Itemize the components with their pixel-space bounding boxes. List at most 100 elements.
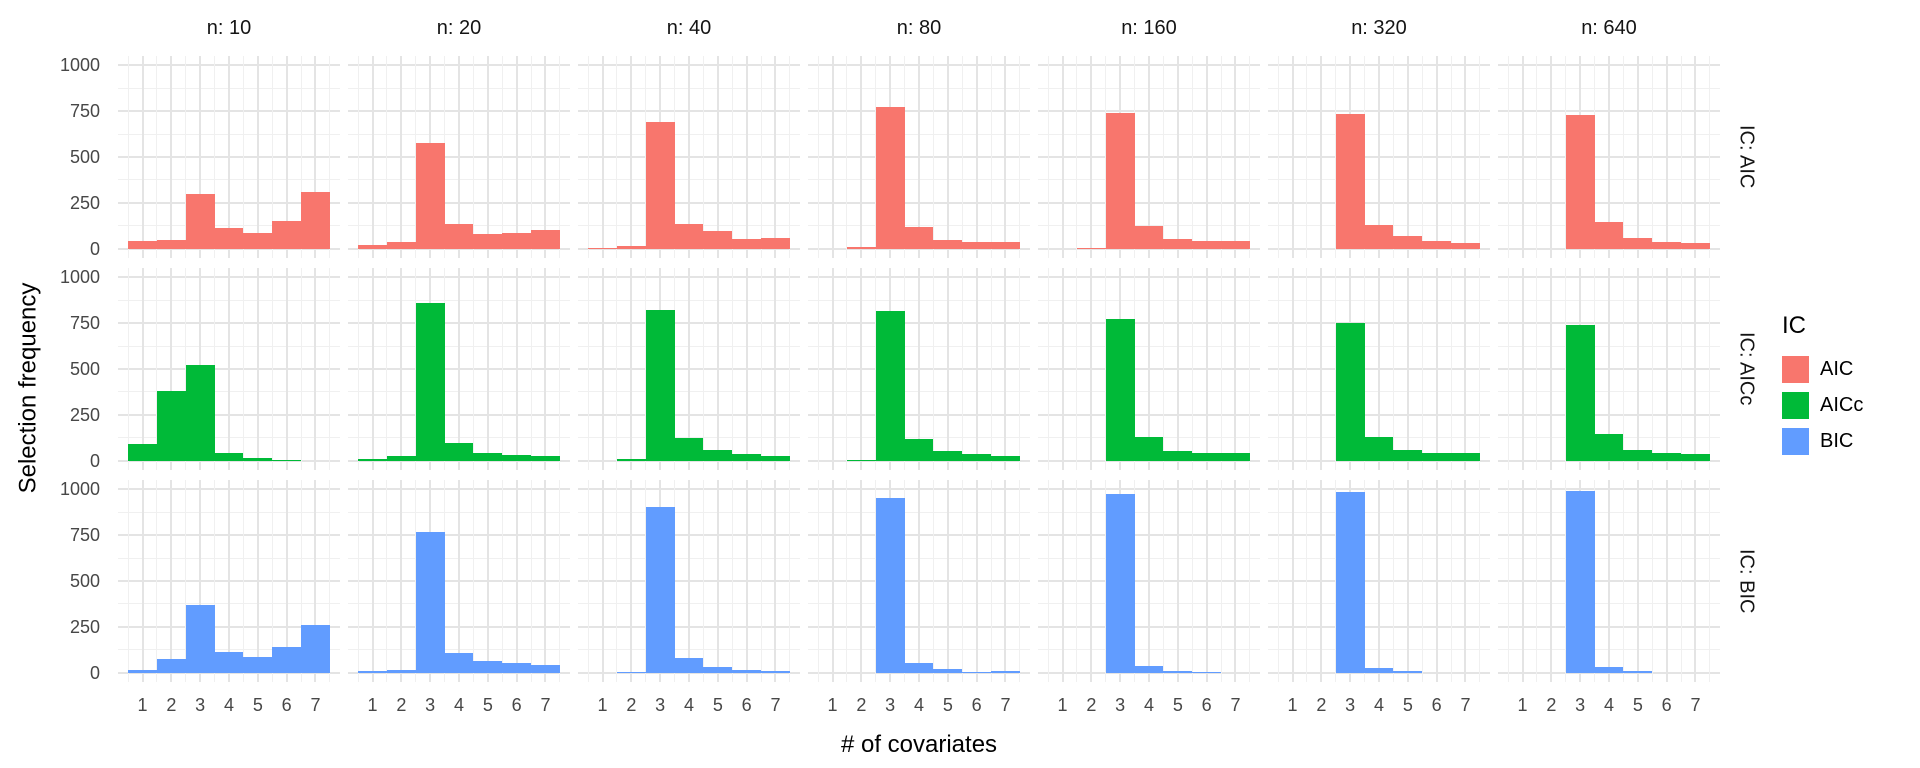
x-tick-label: 3 (1115, 695, 1126, 715)
bar-x5 (1163, 450, 1193, 461)
gridline-v-minor (386, 56, 388, 258)
corner-top-right (1728, 10, 1764, 46)
legend-swatch-BIC (1782, 428, 1809, 455)
y-tick-label: 500 (69, 359, 100, 379)
x-tick-label: 1 (1057, 695, 1068, 715)
gridline-v-minor (1450, 268, 1452, 470)
corner-bottom-right (1728, 692, 1764, 724)
x-tick-label: 4 (1603, 695, 1615, 715)
x-tick-label: 7 (1230, 695, 1241, 715)
x-tick-label: 1 (367, 695, 378, 715)
gridline-v-major (1378, 56, 1380, 258)
gridline-v-major (946, 56, 949, 258)
legend-swatch-AIC (1782, 356, 1809, 383)
gridline-v-major (1464, 268, 1467, 470)
gridline-v-minor (386, 480, 388, 682)
gridline-v-minor (1709, 268, 1711, 470)
x-tick-label: 6 (741, 695, 752, 715)
panel-BIC-n80 (808, 480, 1030, 682)
gridline-v-major (1090, 480, 1093, 682)
gridline-v-minor (444, 56, 446, 258)
gridline-v-minor (1134, 268, 1136, 470)
panel-AICc-n20 (348, 268, 570, 470)
gridline-v-minor (789, 56, 791, 258)
bar-x7 (531, 456, 560, 461)
gridline-v-minor (587, 56, 589, 258)
gridline-v-minor (1651, 56, 1653, 258)
gridline-v-major (1291, 480, 1294, 682)
y-tick-label: 250 (69, 404, 100, 425)
panel-AIC-n80 (808, 56, 1030, 258)
gridline-v-minor (1622, 268, 1624, 470)
gridline-v-minor (1134, 480, 1136, 682)
gridline-v-major (1636, 480, 1639, 682)
gridline-v-major (400, 480, 403, 682)
corner-bottom-left (46, 692, 110, 724)
bar-x4 (674, 658, 704, 673)
bar-x6 (1652, 242, 1682, 249)
gridline-v-major (1291, 268, 1294, 470)
gridline-v-major (745, 268, 748, 470)
facet-col-strip-label: n: 320 (1351, 16, 1407, 39)
bar-x4 (1594, 222, 1624, 249)
bar-x5 (473, 234, 503, 249)
bar-x6 (272, 647, 302, 673)
gridline-v-minor (587, 268, 589, 470)
gridline-v-minor (1249, 480, 1251, 682)
gridline-v-major (688, 480, 690, 682)
gridline-v-minor (357, 56, 359, 258)
gridline-v-minor (1392, 480, 1394, 682)
gridline-v-minor (1047, 56, 1049, 258)
gridline-v-minor (242, 268, 244, 470)
gridline-v-major (544, 480, 547, 682)
x-tick-label: 4 (913, 695, 925, 715)
bar-x2 (156, 391, 186, 461)
gridline-v-minor (501, 268, 503, 470)
gridline-v-major (1205, 268, 1208, 470)
y-tick-label: 750 (69, 101, 100, 122)
gridline-v-major (170, 480, 173, 682)
gridline-v-minor (300, 56, 302, 258)
bar-x3 (415, 532, 445, 673)
gridline-v-minor (271, 268, 273, 470)
x-tick-label: 3 (425, 695, 436, 715)
x-tick-label: 5 (1172, 695, 1183, 715)
gridline-v-minor (559, 268, 561, 470)
gridline-v-minor (1277, 56, 1279, 258)
gridline-v-minor (1536, 268, 1538, 470)
gridline-v-major (975, 480, 978, 682)
gridline-v-minor (1507, 56, 1509, 258)
x-tick-label: 5 (482, 695, 493, 715)
bar-x6 (1422, 240, 1452, 249)
gridline-v-minor (1306, 268, 1308, 470)
gridline-v-minor (990, 56, 992, 258)
gridline-v-minor (587, 480, 589, 682)
bar-x3 (415, 143, 445, 249)
gridline-v-minor (760, 480, 762, 682)
gridline-v-major (1176, 268, 1179, 470)
bar-x4 (674, 437, 704, 461)
gridline-v-minor (616, 480, 618, 682)
bar-x2 (386, 456, 416, 461)
facet-row-strip: IC: BIC (1728, 480, 1764, 682)
legend: IC AIC AICc BIC (1764, 10, 1916, 766)
gridline-v-minor (472, 268, 474, 470)
bar-x5 (243, 657, 273, 673)
gridline-v-minor (214, 480, 216, 682)
bar-x3 (1335, 113, 1365, 249)
gridline-v-major (314, 480, 317, 682)
gridline-v-major (371, 268, 374, 470)
bar-x6 (1422, 452, 1452, 461)
bar-x6 (272, 221, 302, 249)
gridline-v-minor (961, 268, 963, 470)
bar-x2 (616, 459, 646, 461)
panel-AICc-n640 (1498, 268, 1720, 470)
gridline-v-major (1004, 268, 1007, 470)
gridline-v-major (745, 480, 748, 682)
gridline-v-major (170, 268, 173, 470)
gridline-v-major (1004, 480, 1007, 682)
bar-x1 (358, 245, 387, 249)
x-tick-label: 5 (1632, 695, 1643, 715)
panel-AICc-n320 (1268, 268, 1490, 470)
